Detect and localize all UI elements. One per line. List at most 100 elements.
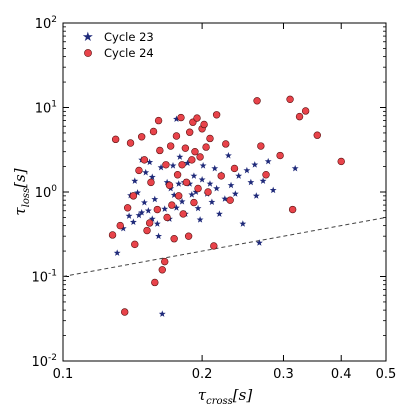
cycle-23-point	[173, 115, 180, 122]
cycle-24-point	[188, 156, 196, 164]
reference-line	[62, 216, 387, 277]
cycle-24-point	[257, 142, 265, 150]
cycle-23-point	[140, 198, 148, 206]
cycle-23-point	[138, 209, 146, 216]
y-tick-label: 101	[35, 100, 57, 117]
cycle-24-point	[161, 257, 169, 266]
cycle-24-point	[126, 139, 135, 147]
cycle-24-point	[230, 164, 239, 173]
cycle-23-point	[151, 195, 159, 203]
cycle-24-point	[108, 231, 117, 239]
cycle-23-point	[157, 163, 165, 171]
cycle-23-point	[291, 164, 299, 172]
cycle-23-point	[251, 161, 259, 168]
cycle-23-point	[190, 172, 198, 179]
cycle-24-point	[206, 134, 214, 143]
cycle-24-point	[177, 113, 185, 122]
cycle-23-point	[148, 215, 156, 222]
cycle-23-point	[161, 205, 169, 212]
legend-marker-cycle-23: ★	[82, 30, 94, 45]
cycle-23-point	[163, 178, 171, 186]
y-axis: 10-2 10-1 100 101 102	[31, 15, 386, 370]
cycle-24-point	[190, 198, 198, 207]
x-axis: 0.1 0.2 0.3 0.4 0.5	[53, 23, 397, 382]
cycle-24-point	[288, 205, 297, 214]
cycle-23-point	[196, 216, 204, 223]
cycle-23-point	[129, 218, 137, 226]
cycle-23-point	[144, 207, 152, 214]
cycle-24-point	[193, 114, 201, 122]
cycle-23-point	[221, 195, 229, 202]
legend-marker-cycle-24	[84, 49, 92, 57]
cycle-24-point	[337, 157, 345, 166]
cycle-24-point	[116, 221, 124, 230]
cycle-23-point	[264, 157, 272, 165]
cycle-23-point	[142, 168, 150, 176]
cycle-23-point	[227, 181, 235, 189]
cycle-23-point	[199, 162, 207, 169]
cycle-24-point	[137, 133, 146, 141]
cycle-24-point	[123, 204, 132, 212]
cycle-24-point	[163, 213, 171, 222]
cycle-24-point	[253, 97, 261, 105]
cycle-23-point	[131, 177, 139, 184]
cycle-24-point	[140, 156, 149, 164]
cycle-24-point	[175, 192, 183, 200]
cycle-24-point	[165, 181, 174, 190]
cycle-24-point	[135, 166, 143, 175]
cycle-24-point	[143, 226, 151, 235]
x-axis-label: τcross[s]	[198, 386, 253, 407]
y-tick-label: 100	[35, 184, 58, 201]
cycle-24-point	[121, 308, 129, 316]
cycle-23-point	[235, 172, 243, 179]
cycle-24-point	[313, 131, 321, 139]
cycle-23-point	[239, 220, 247, 227]
reference-line-group	[62, 216, 387, 277]
cycle-23-point	[184, 159, 191, 166]
cycle-23-point	[158, 310, 166, 317]
cycle-24-point	[172, 132, 181, 140]
cycle-24-point	[217, 172, 225, 180]
cycle-23-point	[134, 189, 141, 196]
cycle-24-point	[162, 161, 170, 169]
cycle-23-point	[175, 180, 183, 187]
cycle-24-point	[153, 205, 162, 214]
cycle-24-point	[166, 142, 175, 150]
cycle-23-point	[155, 232, 162, 240]
cycle-24-point	[276, 151, 284, 160]
cycle-23-point	[119, 224, 127, 232]
cycle-24-point	[286, 95, 294, 104]
legend-label-cycle-24: Cycle 24	[104, 46, 154, 60]
cycle-24-point	[170, 235, 178, 243]
cycle-23-point	[135, 211, 143, 219]
cycle-24-point	[196, 153, 204, 161]
cycle-24-point	[178, 161, 186, 169]
cycle-24-point	[202, 143, 210, 151]
x-tick-label: 0.1	[53, 367, 74, 382]
cycle-23-point	[153, 220, 161, 227]
cycle-24-point	[295, 112, 304, 121]
x-tick-label: 0.5	[376, 367, 397, 382]
cycle-23-point	[224, 151, 232, 159]
cycle-24-point	[179, 210, 187, 218]
cycle-24-point	[149, 127, 158, 136]
cycle-23-point	[173, 204, 180, 211]
cycle-23-point	[169, 162, 177, 169]
cycle-24-point	[154, 116, 163, 125]
plot-frame	[62, 22, 387, 362]
cycle-24-point	[151, 278, 159, 287]
cycle-24-point	[194, 184, 202, 193]
cycle-24-point	[156, 146, 164, 155]
cycle-23-point	[188, 191, 196, 198]
cycle-23-point	[252, 192, 260, 199]
cycle-24-point	[184, 232, 193, 240]
cycle-23-point	[231, 190, 239, 197]
cycle-24-point	[301, 107, 310, 115]
cycle-23-point	[113, 249, 121, 256]
cycle-23-point	[243, 166, 251, 174]
x-tick-label: 0.2	[192, 367, 213, 382]
cycle-24-point	[200, 120, 208, 129]
cycle-24-point	[145, 219, 154, 227]
cycle-23-point	[255, 239, 263, 246]
y-tick-label: 10-1	[31, 269, 57, 286]
